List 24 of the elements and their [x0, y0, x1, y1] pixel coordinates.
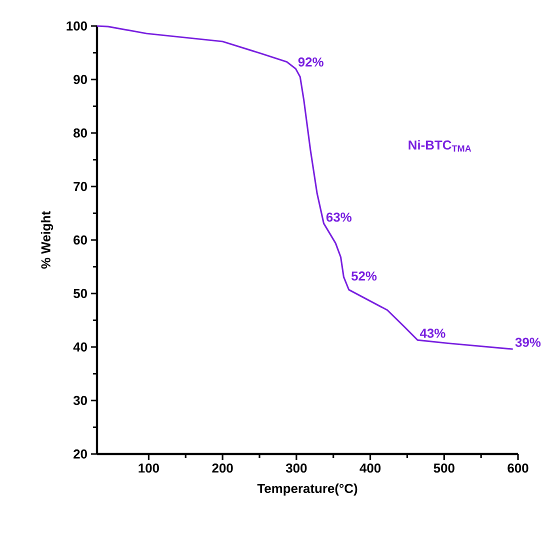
- y-tick-label: 100: [66, 21, 87, 31]
- y-tick-label: 80: [74, 128, 87, 138]
- y-tick-label: 20: [74, 449, 87, 459]
- y-tick-label: 40: [73, 342, 87, 352]
- x-tick-label: 100: [138, 463, 159, 473]
- x-tick-label: 300: [286, 463, 307, 473]
- x-tick-label: 500: [434, 463, 454, 473]
- y-tick-label: 60: [74, 235, 87, 245]
- x-tick-label: 200: [212, 463, 233, 473]
- y-tick-label: 90: [74, 74, 87, 84]
- line-series: [96, 25, 514, 350]
- y-axis-title: % Weight: [40, 211, 54, 269]
- annotation: 39%: [515, 338, 541, 347]
- y-tick-label: 30: [73, 396, 87, 406]
- y-tick-label: 50: [74, 288, 87, 298]
- x-axis-title: Temperature(°C): [257, 484, 358, 496]
- annotation: 92%: [298, 57, 324, 67]
- annotation: 52%: [351, 271, 377, 281]
- x-tick-label: 400: [360, 463, 381, 473]
- x-tick-label: 600: [508, 463, 528, 473]
- y-tick-label: 70: [74, 182, 87, 192]
- annotation: 43%: [420, 328, 446, 338]
- annotation: 63%: [326, 212, 352, 222]
- text: Ni-BTC$_{TMA}$: [408, 140, 472, 152]
